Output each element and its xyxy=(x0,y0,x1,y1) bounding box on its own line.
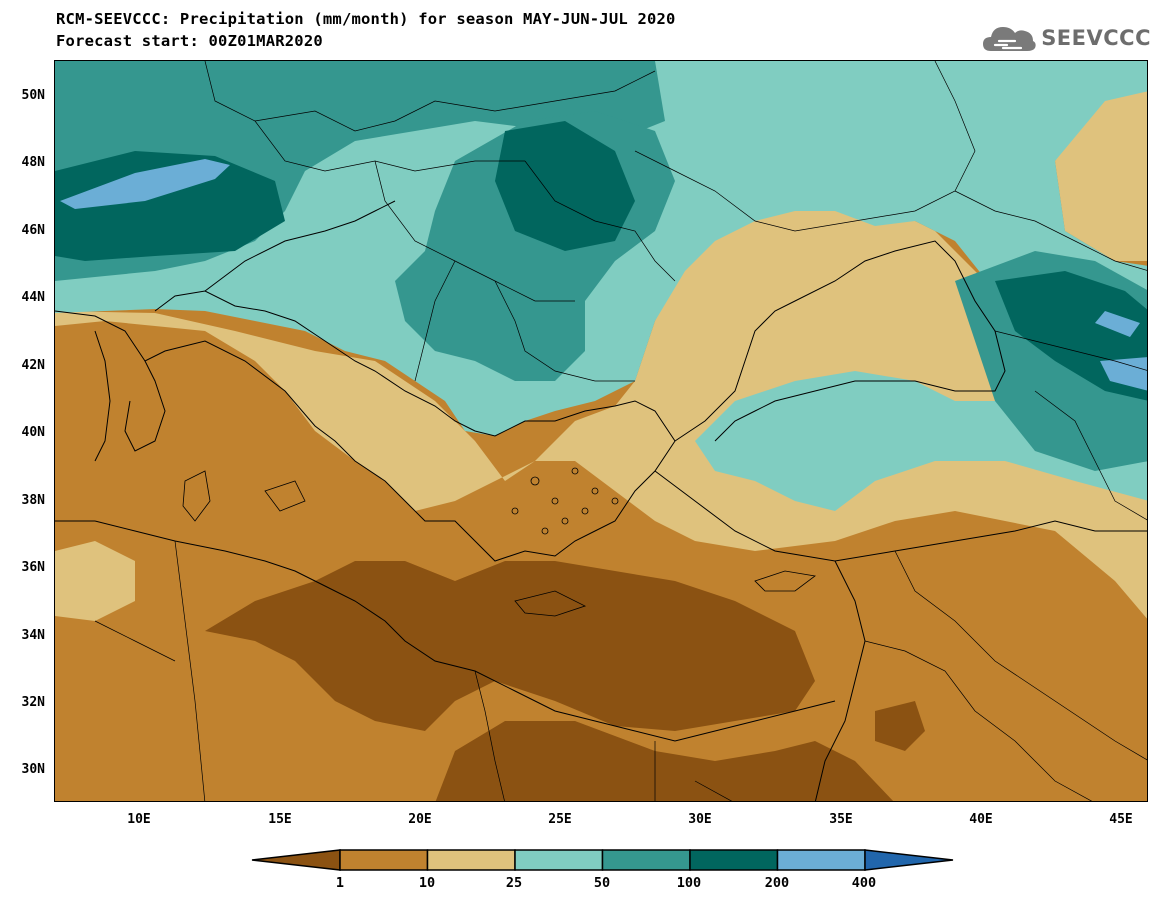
lat-tick-label: 42N xyxy=(21,358,45,373)
forecast-start: Forecast start: 00Z01MAR2020 xyxy=(56,32,323,50)
colorbar-label: 200 xyxy=(764,875,790,891)
lon-tick-label: 35E xyxy=(829,812,853,827)
lon-tick-label: 45E xyxy=(1109,812,1133,827)
country-borders xyxy=(94,61,1147,801)
chart-title: RCM-SEEVCCC: Precipitation (mm/month) fo… xyxy=(56,10,676,28)
lon-tick-label: 10E xyxy=(127,812,151,827)
lat-tick-label: 48N xyxy=(21,155,45,170)
lat-tick-label: 30N xyxy=(21,762,45,777)
lat-tick-label: 38N xyxy=(21,493,45,508)
lat-tick-label: 44N xyxy=(21,290,45,305)
field-below-1 xyxy=(435,721,894,801)
field-200-400 xyxy=(1095,311,1140,337)
field-10-25 xyxy=(55,196,1147,619)
colorbar-label: 400 xyxy=(851,875,877,891)
colorbar-swatch xyxy=(776,849,866,871)
map-canvas xyxy=(55,61,1147,801)
logo-text: SEEVCCC xyxy=(1041,26,1151,50)
lon-tick-label: 40E xyxy=(969,812,993,827)
lon-tick-label: 20E xyxy=(408,812,432,827)
field-200-400 xyxy=(60,159,230,209)
precipitation-map xyxy=(54,60,1148,802)
colorbar-swatch xyxy=(339,849,429,871)
lat-tick-label: 40N xyxy=(21,425,45,440)
colorbar-label: 50 xyxy=(593,875,611,891)
lon-tick-label: 30E xyxy=(688,812,712,827)
colorbar-swatch xyxy=(426,849,516,871)
colorbar-swatch xyxy=(251,849,341,871)
colorbar-swatch xyxy=(601,849,691,871)
lat-tick-label: 50N xyxy=(21,88,45,103)
colorbar-label: 10 xyxy=(418,875,436,891)
colorbar xyxy=(251,849,954,871)
lat-tick-label: 46N xyxy=(21,223,45,238)
seevccc-logo: SEEVCCC xyxy=(981,18,1151,58)
field-100-200 xyxy=(495,121,635,251)
colorbar-label: 25 xyxy=(505,875,523,891)
field-below-1 xyxy=(875,701,925,751)
lat-tick-label: 34N xyxy=(21,628,45,643)
colorbar-swatch xyxy=(514,849,604,871)
field-below-1 xyxy=(205,561,815,731)
lon-tick-label: 25E xyxy=(548,812,572,827)
colorbar-label: 1 xyxy=(335,875,345,891)
field-200-400 xyxy=(1100,357,1147,391)
islands xyxy=(182,467,816,617)
colorbar-swatch xyxy=(689,849,779,871)
field-10-25 xyxy=(55,541,135,621)
lat-tick-label: 32N xyxy=(21,695,45,710)
field-100-200 xyxy=(55,151,285,261)
cloud-icon xyxy=(983,27,1036,51)
lat-tick-label: 36N xyxy=(21,560,45,575)
colorbar-swatch xyxy=(864,849,954,871)
lon-tick-label: 15E xyxy=(268,812,292,827)
colorbar-label: 100 xyxy=(676,875,702,891)
